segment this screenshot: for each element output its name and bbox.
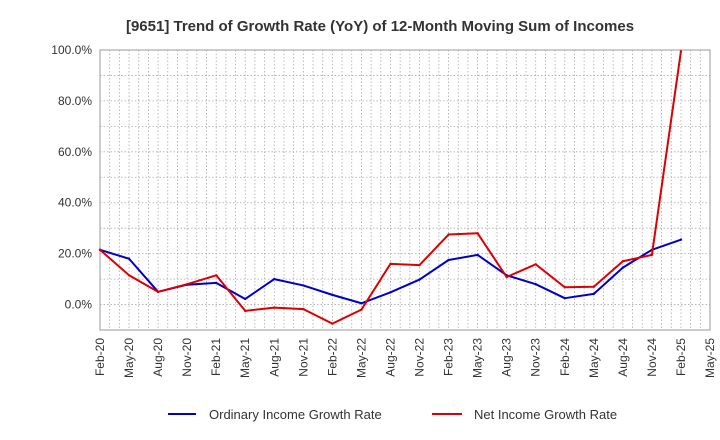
x-tick-label: Aug-20 [151,338,165,377]
series-1-point [447,258,450,262]
x-tick-label: Feb-25 [674,338,688,376]
series-2-point [360,308,363,311]
series-2-point [98,248,102,252]
x-tick-label: Feb-21 [209,338,223,376]
y-tick-label: 80.0% [58,94,92,108]
series-2-point [244,309,247,313]
series-1-point [302,284,305,287]
series-2-point [447,233,450,236]
series-2-point [534,263,537,266]
series-2-point [679,50,683,53]
series-2-point [185,282,189,286]
x-tick-label: Aug-22 [383,338,397,377]
series-1-point [331,293,334,297]
series-2-point [331,322,334,325]
legend-label-2: Net Income Growth Rate [474,407,617,422]
series-2-point [476,232,479,235]
series-1-point [563,296,566,300]
series-1-point [418,278,421,281]
x-tick-label: Feb-23 [442,338,456,376]
y-tick-label: 60.0% [58,145,92,159]
grid-layer [99,49,711,331]
x-tick-label: May-23 [471,338,485,378]
x-tick-label: Nov-22 [413,338,427,377]
series-layer [98,50,683,325]
legend-label-1: Ordinary Income Growth Rate [209,407,382,422]
series-2-point [389,262,392,266]
x-tick-label: Aug-23 [500,338,514,377]
x-tick-label: May-25 [703,338,717,378]
series-1-point [534,282,537,286]
x-tick-label: May-22 [354,338,368,378]
series-1-point [273,277,276,281]
series-2-point [592,285,596,288]
series-2-point [302,307,305,311]
series-2-point [127,274,131,277]
x-tick-label: Nov-21 [296,338,310,377]
series-2-point [214,274,218,277]
x-tick-label: May-24 [587,338,601,378]
x-tick-label: Nov-20 [180,338,194,377]
axis-layer: 0.0% 20.0% 40.0% 60.0% 80.0% 100.0% Feb-20 May-… [51,43,717,378]
y-tick-label: 20.0% [58,247,92,261]
x-tick-label: Feb-20 [93,338,107,376]
series-2-point [563,286,566,289]
series-1-point [679,238,683,241]
x-tick-label: May-21 [238,338,252,378]
series-1-point [476,253,479,257]
series-1-point [214,281,218,285]
series-1-point [360,302,363,305]
series-2-point [418,263,421,267]
x-tick-label: Aug-24 [616,338,630,377]
x-tick-label: Nov-23 [529,338,543,377]
series-1-point [592,292,596,296]
x-tick-label: Aug-21 [267,338,281,377]
y-tick-label: 40.0% [58,196,92,210]
series-2-point [156,290,160,294]
series-1-point [621,266,625,269]
series-2-point [273,306,276,309]
legend: Ordinary Income Growth Rate Net Income Gr… [168,407,617,422]
chart-title: [9651] Trend of Growth Rate (YoY) of 12-… [126,18,634,35]
x-tick-label: Feb-22 [325,338,339,376]
series-2-point [621,260,625,263]
x-tick-label: Nov-24 [645,338,659,377]
x-tick-label: Feb-24 [558,338,572,376]
series-2-point [650,253,654,257]
plot-area [99,49,711,331]
series-1-point [127,257,131,260]
y-tick-label: 100.0% [51,43,92,57]
y-tick-label: 0.0% [65,298,93,312]
series-2-point [505,275,508,279]
x-tick-label: May-20 [122,338,136,378]
series-1-point [244,297,247,301]
series-1-point [389,291,392,294]
